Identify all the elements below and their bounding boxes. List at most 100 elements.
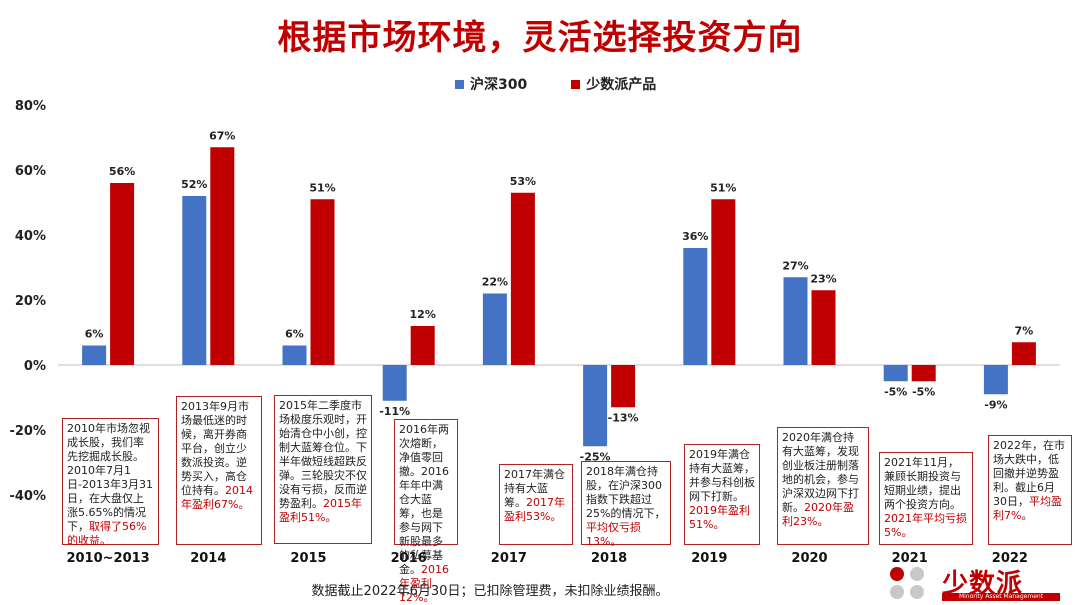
legend-swatch-red [571,79,581,89]
legend-item-csi300: 沪深300 [455,74,527,94]
data-label: -9% [984,398,1007,411]
data-label: -5% [884,385,907,398]
annotation-note: 2015年二季度市场极度乐观时，开始清仓中小创，控制大蓝筹仓位。下半年做短线超跌… [274,395,372,544]
logo-dot [910,585,924,599]
brand-logo: 少数派 Minority Asset Management [890,565,1070,603]
y-tick-label: -20% [9,424,46,439]
note-highlight: 2014年盈利67%。 [181,484,253,511]
annotation-note: 2010年市场忽视成长股，我们率先挖掘成长股。2010年7月1日-2013年3月… [62,418,159,547]
data-label: 53% [510,175,536,188]
y-tick-label: 80% [15,99,46,114]
note-highlight: 2016年盈利12%。 [399,563,449,604]
bar-csi300 [282,345,307,365]
logo-dot [890,585,904,599]
bar-csi300 [983,365,1008,395]
data-label: 51% [710,181,736,194]
bar-csi300 [82,345,107,365]
bar-product [1011,342,1036,365]
data-label: 67% [209,129,235,142]
annotation-note: 2018年满仓持股，在沪深300指数下跌超过25%的情况下，平均仅亏损13%。 [581,461,671,548]
annotation-note: 2013年9月市场最低迷的时候，离开券商平台，创立少数派投资。逆势买入，高仓位持… [176,396,262,545]
bar-csi300 [783,277,808,365]
data-label: -5% [912,385,935,398]
x-tick-label: 2017 [491,551,527,566]
bar-product [811,290,836,365]
note-text: 2010年市场忽视成长股，我们率先挖掘成长股。2010年7月1日-2013年3月… [67,422,153,533]
logo-dots-icon [890,567,932,599]
chart-legend: 沪深300 少数派产品 [455,74,656,94]
bar-csi300 [883,365,908,382]
bar-csi300 [182,196,207,365]
data-label: 51% [309,181,335,194]
annotation-note: 2020年满仓持有大蓝筹，发现创业板注册制落地的机会，参与沪深双边网下打新。20… [777,427,869,545]
note-highlight: 平均盈利7%。 [993,495,1062,522]
annotation-note: 2016年两次熔断，净值零回撤。2016年年中满仓大蓝筹，也是参与网下新股最多的… [394,419,458,604]
data-label: -25% [580,450,611,463]
note-text: 2020年满仓持有大蓝筹，发现创业板注册制落地的机会，参与沪深双边网下打新。 [782,431,859,514]
logo-dot [890,567,904,581]
y-tick-label: 40% [15,229,46,244]
data-label: 23% [810,272,836,285]
data-label: 6% [285,328,304,341]
bar-product [911,365,936,382]
note-text: 2017年满仓持有大蓝筹。 [504,468,565,509]
legend-swatch-blue [455,79,464,89]
x-tick-label: 2014 [190,551,226,566]
bar-product [611,365,636,408]
y-tick-label: 20% [15,294,46,309]
y-tick-label: -40% [9,489,46,504]
note-text: 2019年满仓持有大蓝筹，并参与科创板网下打新。 [689,448,755,503]
data-label: 12% [410,308,436,321]
bar-product [711,199,736,365]
legend-label-csi300: 沪深300 [470,77,528,93]
note-highlight: 2020年盈利23%。 [782,501,854,528]
note-highlight: 取得了56%的收益。 [67,520,147,547]
note-highlight: 2021年平均亏损5%。 [884,512,967,539]
y-tick-label: 60% [15,164,46,179]
bar-product [210,147,235,365]
annotation-note: 2021年11月，兼顾长期投资与短期业绩，提出两个投资方向。2021年平均亏损5… [879,452,973,545]
legend-item-product: 少数派产品 [571,74,656,94]
data-label: 6% [85,328,104,341]
bar-csi300 [583,365,608,447]
annotation-note: 2019年满仓持有大蓝筹，并参与科创板网下打新。2019年盈利51%。 [684,444,760,545]
bar-csi300 [482,293,507,365]
bar-csi300 [382,365,407,401]
y-tick-label: 0% [24,359,46,374]
footnote: 数据截止2022年6月30日；已扣除管理费，未扣除业绩报酬。 [311,584,669,599]
bar-product [110,183,135,365]
data-label: 56% [109,165,135,178]
page-title: 根据市场环境，灵活选择投资方向 [277,18,803,58]
data-label: 27% [782,259,808,272]
bar-product [510,192,535,365]
x-tick-label: 2016 [391,551,427,566]
x-tick-label: 2021 [892,551,928,566]
x-tick-label: 2019 [691,551,727,566]
note-highlight: 平均仅亏损13%。 [586,521,641,548]
logo-dot [910,567,924,581]
note-text: 2018年满仓持股，在沪深300指数下跌超过25%的情况下， [586,465,666,520]
annotation-note: 2017年满仓持有大蓝筹。2017年盈利53%。 [499,464,573,545]
data-label: 22% [482,276,508,289]
note-text: 2021年11月，兼顾长期投资与短期业绩，提出两个投资方向。 [884,456,961,511]
data-label: 7% [1015,324,1034,337]
data-label: 52% [181,178,207,191]
note-text: 2022年，在市场大跌中，低回撤并逆势盈利。截止6月30日， [993,439,1065,508]
annotation-note: 2022年，在市场大跌中，低回撤并逆势盈利。截止6月30日，平均盈利7%。 [988,435,1072,545]
x-tick-label: 2015 [290,551,326,566]
note-highlight: 2019年盈利51%。 [689,504,750,531]
legend-label-product: 少数派产品 [586,77,657,93]
bar-product [410,326,435,365]
x-tick-label: 2018 [591,551,627,566]
note-highlight: 2015年盈利51%。 [279,497,362,524]
x-tick-label: 2020 [791,551,827,566]
bar-csi300 [683,248,708,365]
data-label: -13% [608,411,639,424]
x-tick-label: 2022 [992,551,1028,566]
x-tick-label: 2010~2013 [66,551,149,566]
data-label: -11% [379,405,410,418]
data-label: 36% [682,230,708,243]
note-text: 2013年9月市场最低迷的时候，离开券商平台，创立少数派投资。逆势买入，高仓位持… [181,400,249,497]
logo-subtitle: Minority Asset Management [942,593,1060,601]
bar-product [310,199,335,365]
